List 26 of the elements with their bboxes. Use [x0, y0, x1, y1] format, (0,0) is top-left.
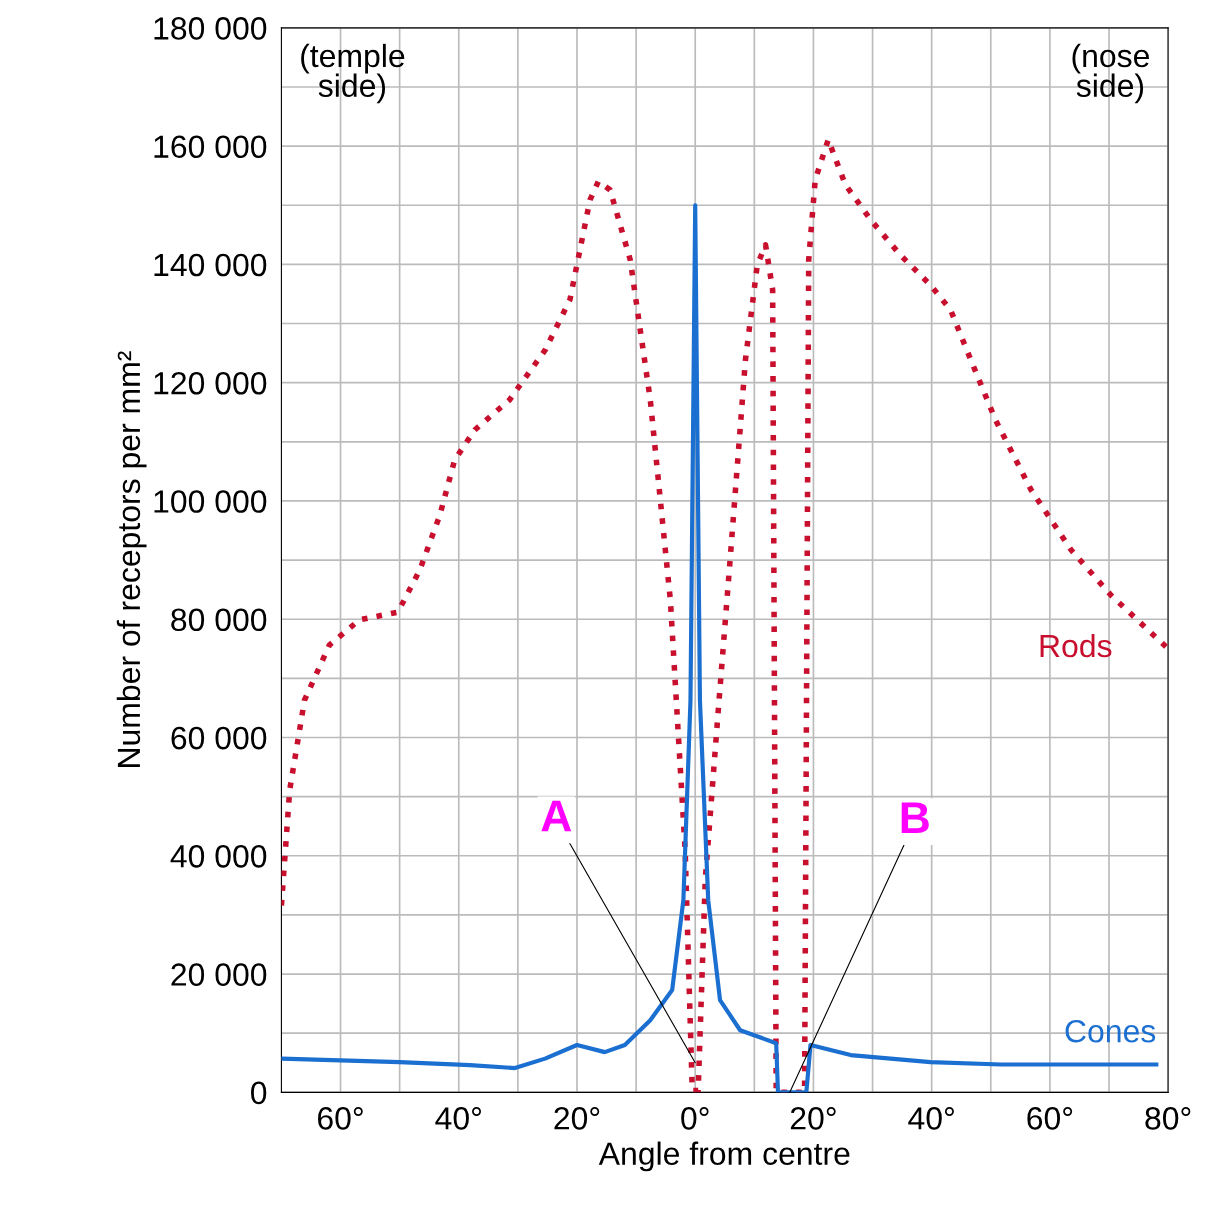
y-tick-label: 180 000: [154, 17, 267, 40]
y-tick-label: 0: [251, 1081, 267, 1105]
annotation: (temple side): [301, 43, 405, 104]
x-tick-label: 60°: [1027, 1107, 1073, 1130]
series-label: Cones: [1065, 1019, 1156, 1043]
x-tick-label: 40°: [908, 1107, 954, 1130]
x-tick-label: 60°: [318, 1107, 363, 1130]
x-tick-label: 40°: [435, 1107, 481, 1130]
x-tick-label: 20°: [790, 1107, 836, 1130]
annotation: B: [901, 802, 929, 834]
y-tick-label: 140 000: [154, 253, 267, 277]
annotation: (nose side): [1072, 43, 1149, 104]
y-tick-label: 160 000: [154, 135, 267, 159]
x-tick-label: 0°: [681, 1107, 709, 1130]
x-tick-label: 20°: [554, 1107, 600, 1130]
y-tick-label: 20 000: [171, 963, 267, 986]
y-tick-label: 100 000: [154, 490, 267, 513]
y-tick-label: 120 000: [154, 371, 267, 395]
annotation: A: [541, 800, 572, 832]
y-axis-title: Number of receptors per mm²: [116, 351, 147, 767]
y-tick-label: 80 000: [171, 608, 267, 632]
x-axis-title: Angle from centre: [598, 1141, 850, 1172]
y-tick-label: 40 000: [170, 845, 267, 868]
x-tick-label: 80°: [1145, 1107, 1191, 1130]
series-label: Rods: [1040, 633, 1112, 658]
y-tick-label: 60 000: [171, 726, 267, 750]
